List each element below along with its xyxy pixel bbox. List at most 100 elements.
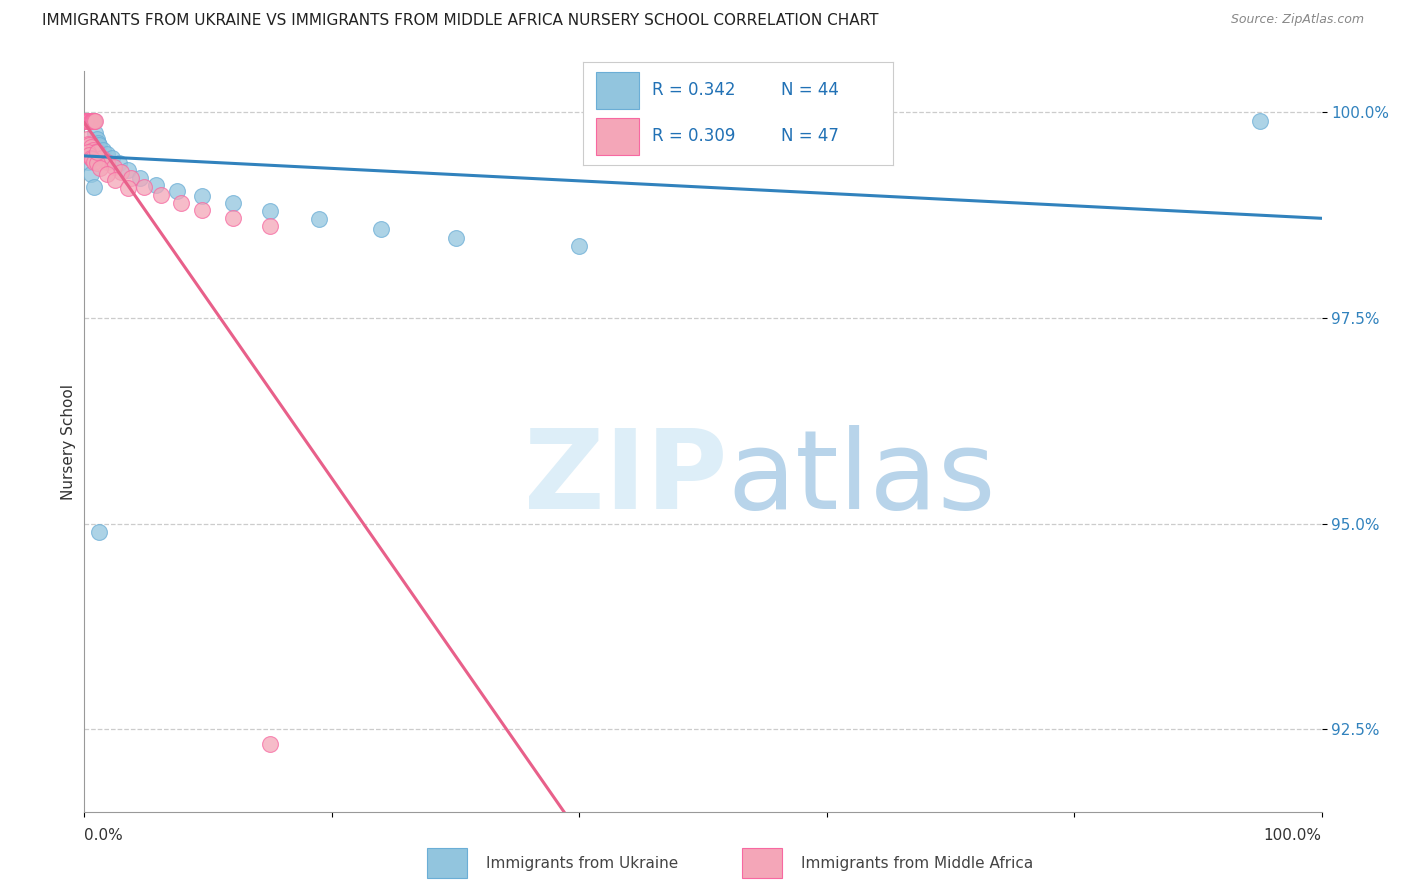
Point [84, 126, 107, 140]
Point [87, 136, 110, 150]
Point [117, 181, 139, 195]
Point [568, 239, 591, 253]
Point [79, 113, 101, 128]
Point [80, 113, 103, 128]
Text: ZIP: ZIP [524, 425, 728, 532]
Point [80, 113, 103, 128]
Point [76, 113, 98, 128]
Point [86, 156, 108, 170]
Point [77, 113, 100, 128]
Point [82, 113, 104, 128]
Point [79, 151, 101, 165]
Point [86, 132, 108, 146]
Point [76, 113, 98, 128]
Point [84, 145, 107, 159]
Point [132, 179, 155, 194]
Point [76, 113, 98, 128]
Point [82, 113, 104, 128]
Point [222, 196, 245, 211]
Point [96, 167, 118, 181]
Bar [596, 71, 640, 109]
Point [83, 154, 105, 169]
Y-axis label: Nursery School: Nursery School [60, 384, 76, 500]
Text: R = 0.309: R = 0.309 [651, 128, 735, 145]
Point [259, 219, 281, 233]
Point [145, 178, 167, 192]
Point [77, 113, 100, 128]
Point [77, 113, 100, 128]
Point [86, 145, 108, 159]
Point [150, 187, 173, 202]
Bar [596, 118, 640, 155]
Point [79, 113, 101, 128]
Point [89, 138, 111, 153]
Point [76, 113, 98, 128]
Point [79, 167, 101, 181]
Point [83, 113, 105, 128]
Point [100, 151, 122, 165]
Point [75, 113, 97, 128]
Point [89, 161, 111, 176]
Point [77, 145, 100, 159]
Point [96, 154, 118, 169]
Point [79, 113, 101, 128]
Text: IMMIGRANTS FROM UKRAINE VS IMMIGRANTS FROM MIDDLE AFRICA NURSERY SCHOOL CORRELAT: IMMIGRANTS FROM UKRAINE VS IMMIGRANTS FR… [42, 13, 879, 29]
Point [259, 737, 281, 751]
Point [79, 113, 101, 128]
Point [79, 138, 101, 153]
Point [222, 211, 245, 225]
Point [76, 113, 98, 128]
Point [79, 113, 101, 128]
Point [79, 113, 101, 128]
Point [166, 184, 188, 198]
Point [77, 113, 100, 128]
Point [77, 113, 100, 128]
Point [170, 196, 193, 211]
Point [308, 212, 330, 227]
Point [129, 171, 152, 186]
Point [259, 204, 281, 219]
Text: R = 0.342: R = 0.342 [651, 81, 735, 99]
Point [104, 173, 127, 187]
Point [79, 113, 101, 128]
Point [89, 524, 111, 539]
Point [79, 113, 101, 128]
Point [80, 153, 103, 167]
Point [75, 113, 97, 128]
Point [191, 189, 214, 203]
Point [83, 113, 105, 128]
Point [91, 143, 114, 157]
Text: Immigrants from Ukraine: Immigrants from Ukraine [486, 855, 679, 871]
Point [120, 171, 142, 186]
Point [80, 113, 103, 128]
Point [80, 113, 103, 128]
Point [1249, 113, 1271, 128]
Point [370, 222, 392, 236]
Text: 100.0%: 100.0% [1264, 828, 1322, 843]
Bar [742, 848, 782, 878]
Point [82, 113, 104, 128]
Point [79, 140, 101, 154]
Point [77, 154, 100, 169]
Point [77, 113, 100, 128]
Point [76, 132, 98, 146]
Point [444, 230, 467, 244]
Point [77, 136, 100, 151]
Text: N = 47: N = 47 [782, 128, 839, 145]
Text: Source: ZipAtlas.com: Source: ZipAtlas.com [1230, 13, 1364, 27]
Text: 0.0%: 0.0% [84, 828, 124, 843]
Point [80, 113, 103, 128]
Point [76, 113, 98, 128]
Text: Immigrants from Middle Africa: Immigrants from Middle Africa [801, 855, 1033, 871]
Point [103, 160, 125, 174]
Point [90, 151, 112, 165]
Point [108, 156, 131, 170]
Point [79, 113, 101, 128]
Point [77, 113, 100, 128]
Point [79, 148, 101, 162]
Point [191, 202, 214, 217]
Point [82, 144, 104, 158]
Point [96, 146, 118, 161]
Point [117, 163, 139, 178]
Point [82, 113, 104, 128]
